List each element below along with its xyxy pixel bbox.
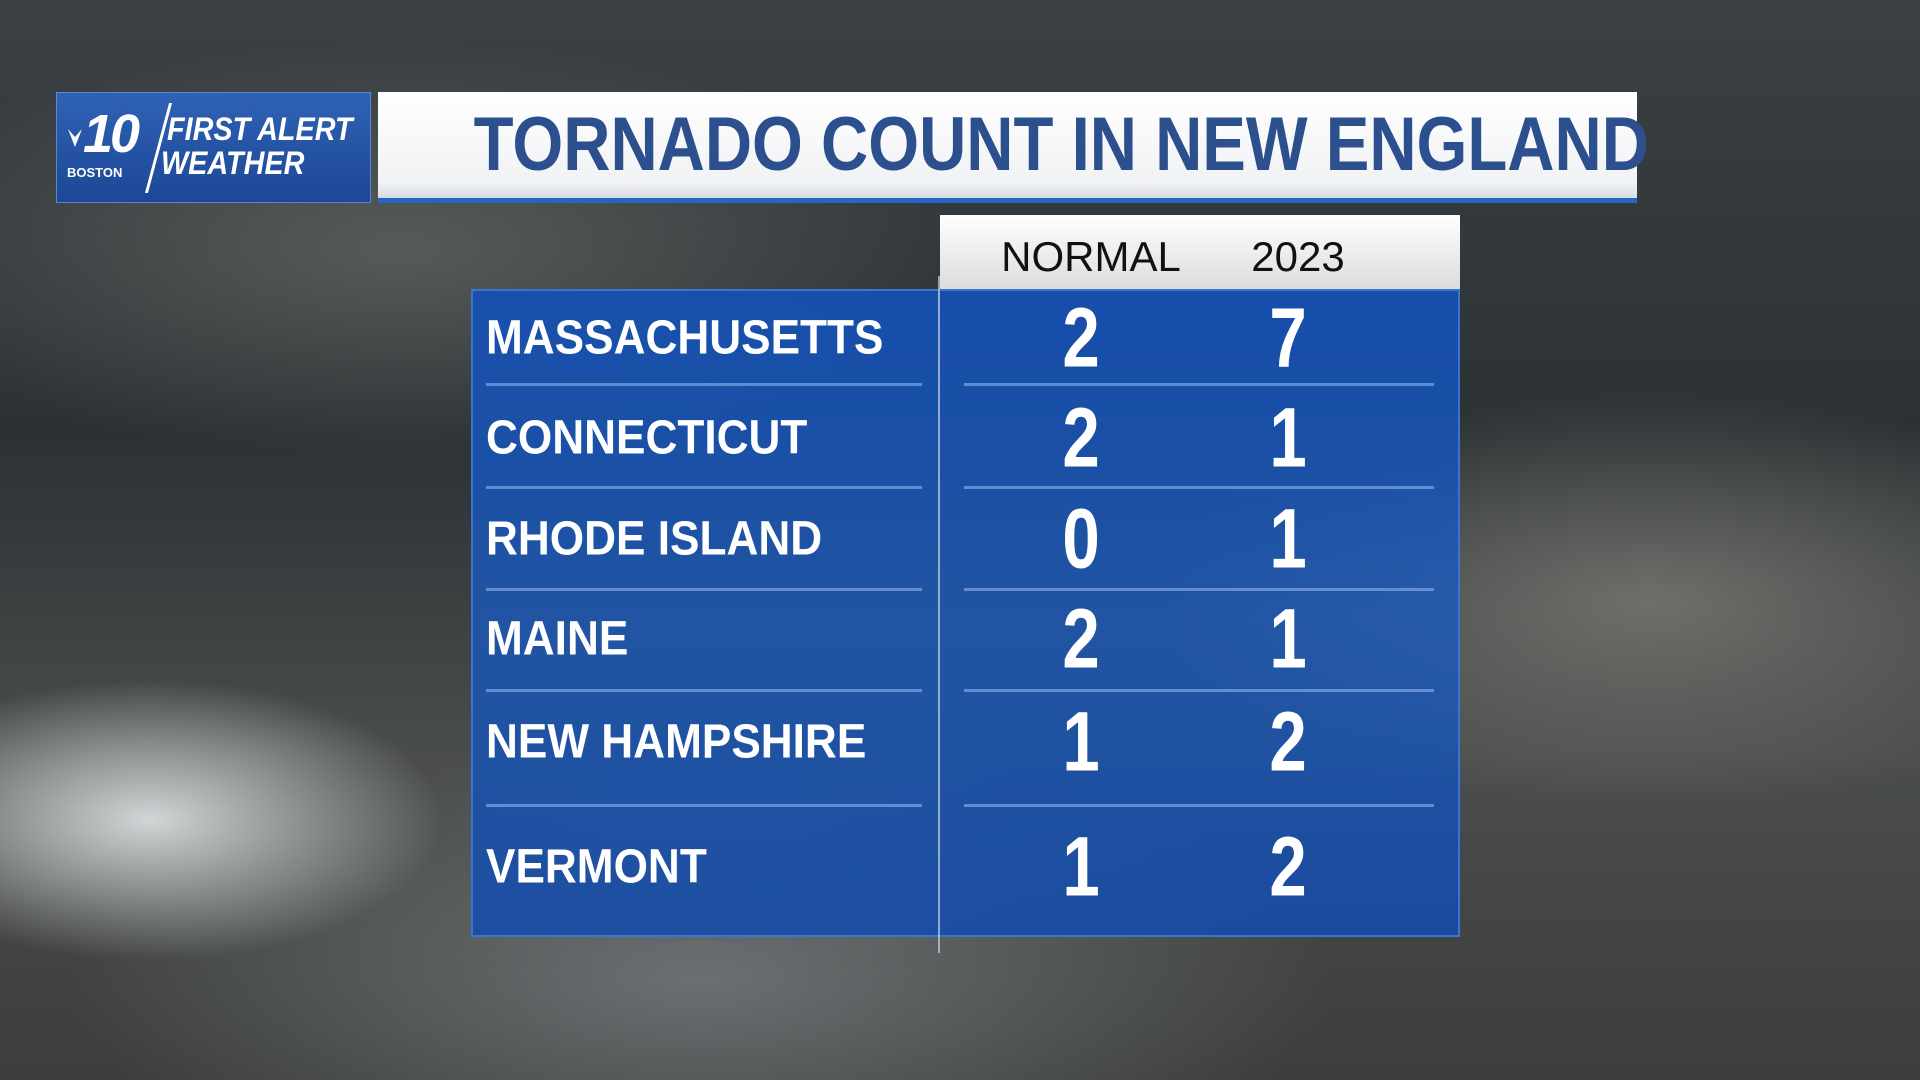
title-bar: TORNADO COUNT IN NEW ENGLAND — [378, 92, 1649, 203]
state-name: MAINE — [486, 612, 629, 666]
count: 2 — [1062, 591, 1100, 686]
count: 1 — [1269, 591, 1307, 686]
count: 0 — [1062, 491, 1100, 586]
row-separator — [486, 588, 922, 591]
row-separator — [964, 588, 1434, 591]
row-separator — [964, 383, 1434, 386]
table-body — [471, 289, 1460, 937]
row-separator — [486, 383, 922, 386]
column-divider — [938, 276, 940, 953]
station-logo: 10 BOSTON FIRST ALERT WEATHER — [56, 92, 371, 203]
count: 1 — [1269, 390, 1307, 485]
count: 1 — [1062, 819, 1100, 914]
title: TORNADO COUNT IN NEW ENGLAND — [473, 102, 1649, 187]
brand-line: WEATHER — [161, 145, 305, 181]
count: 7 — [1269, 290, 1307, 385]
row-separator — [486, 804, 922, 807]
row-separator — [964, 689, 1434, 692]
state-name: CONNECTICUT — [486, 411, 808, 465]
count: 1 — [1062, 694, 1100, 789]
row-separator — [964, 804, 1434, 807]
row-separator — [486, 689, 922, 692]
count: 2 — [1269, 694, 1307, 789]
count: 2 — [1269, 819, 1307, 914]
state-name: VERMONT — [486, 840, 707, 894]
state-name: MASSACHUSETTS — [486, 311, 884, 365]
count: 1 — [1269, 491, 1307, 586]
station-name: BOSTON — [67, 165, 123, 180]
column-header: 2023 — [1251, 233, 1345, 280]
state-name: RHODE ISLAND — [486, 512, 823, 566]
state-name: NEW HAMPSHIRE — [486, 715, 867, 769]
table-header — [940, 215, 1460, 289]
count: 2 — [1062, 290, 1100, 385]
channel-number: 10 — [83, 104, 140, 164]
row-separator — [486, 486, 922, 489]
column-header: NORMAL — [1001, 233, 1181, 280]
peacock-icon — [67, 119, 83, 149]
count: 2 — [1062, 390, 1100, 485]
brand-line: FIRST ALERT — [167, 111, 353, 147]
peacock — [68, 129, 82, 147]
row-separator — [964, 486, 1434, 489]
